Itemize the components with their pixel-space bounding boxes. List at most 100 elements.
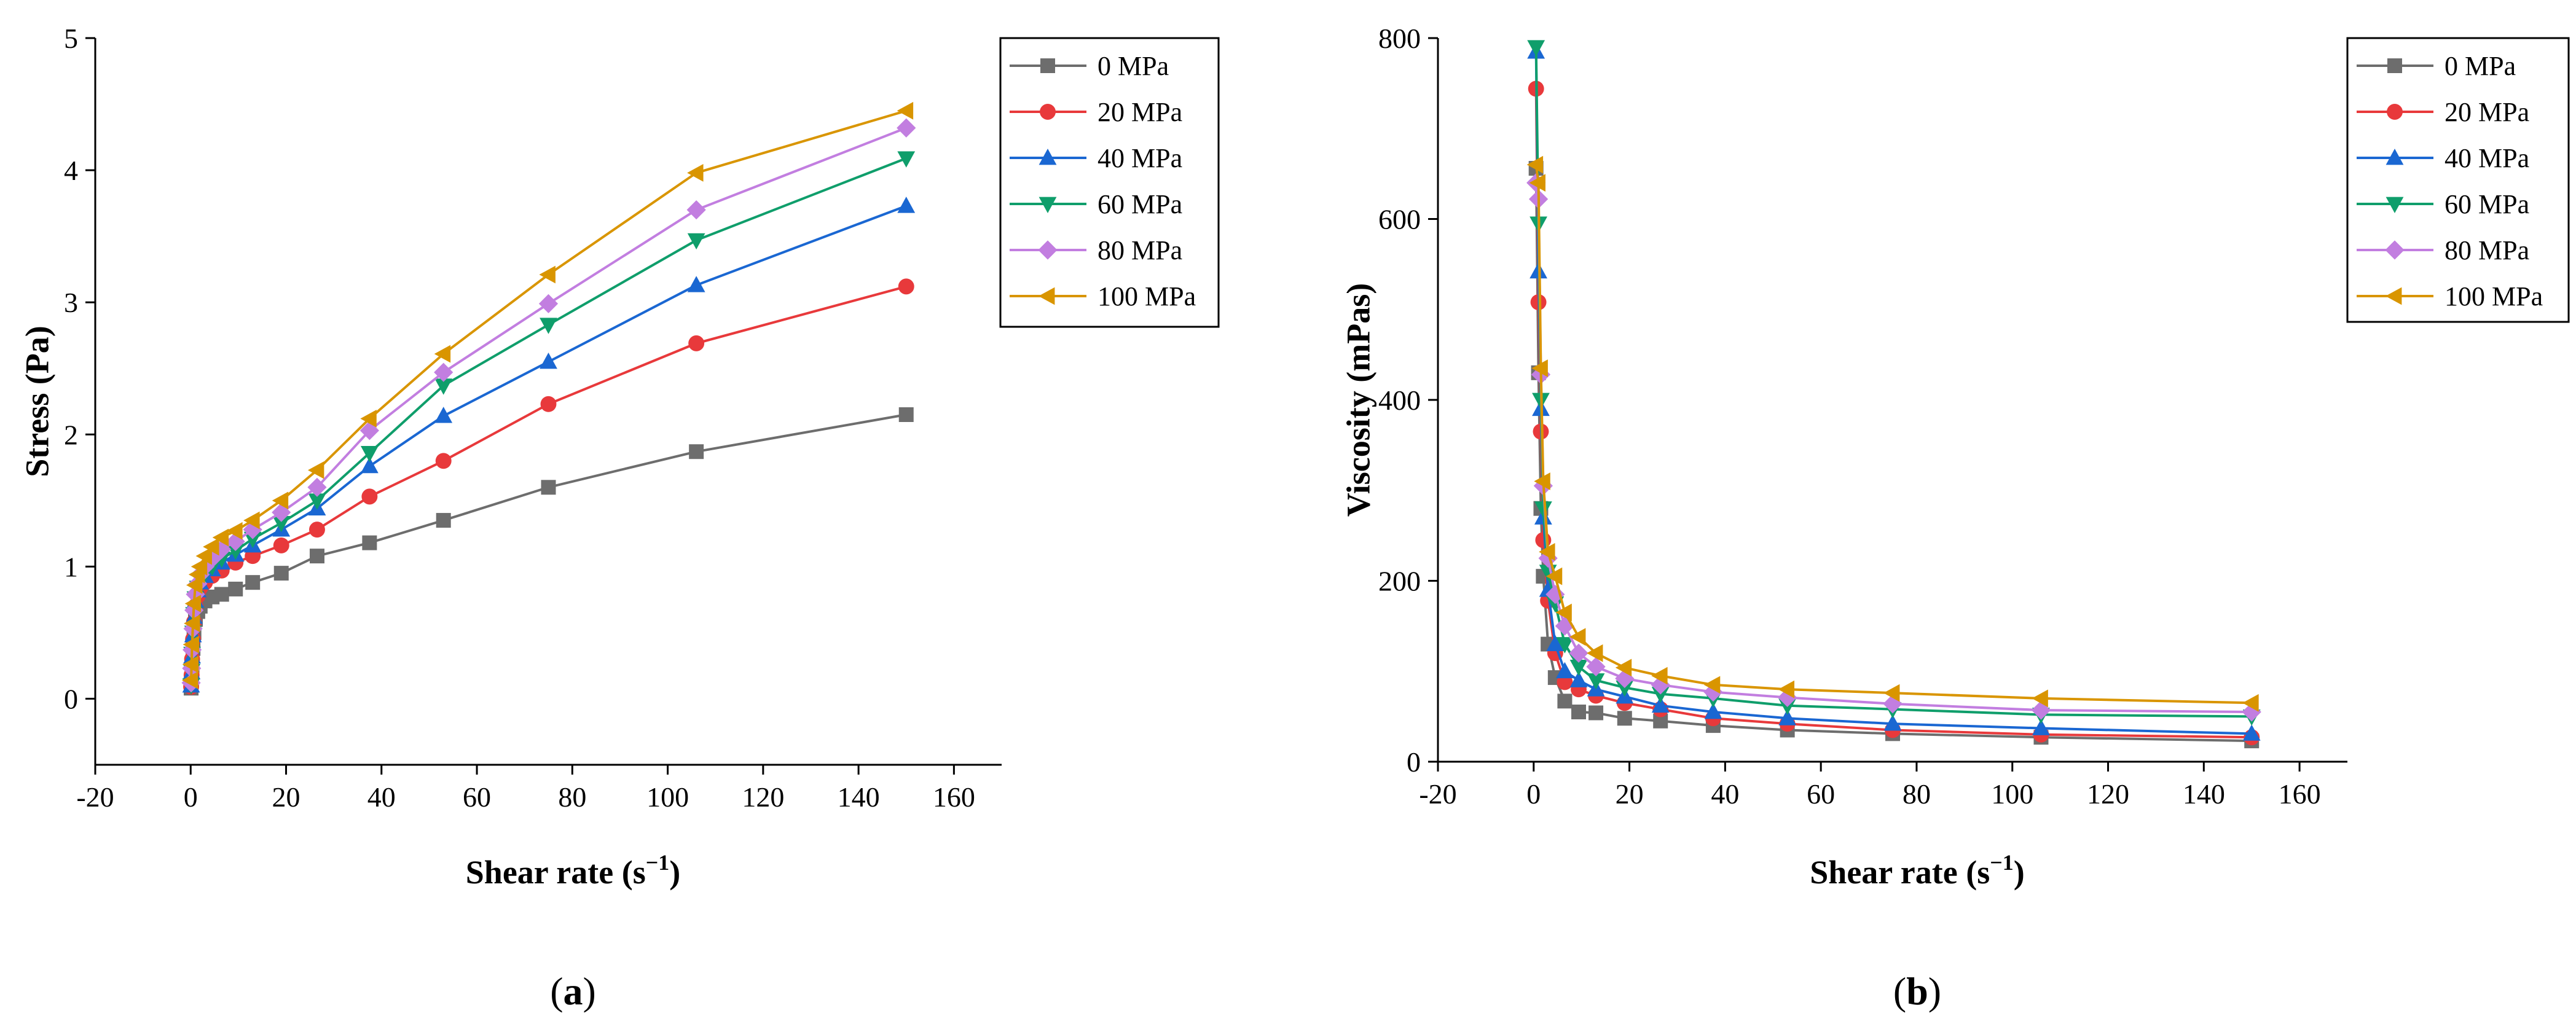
data-point (360, 410, 377, 428)
data-point (435, 453, 452, 469)
data-point (1616, 680, 1634, 697)
legend-label: 80 MPa (2444, 235, 2529, 265)
series-line (1534, 182, 2252, 713)
panel-label-open: ( (550, 969, 563, 1013)
series-80-mpa (1526, 173, 2261, 722)
x-tick-label: 40 (367, 781, 396, 813)
y-tick-label: 800 (1378, 23, 1421, 54)
data-point (1651, 696, 1670, 713)
data-point (1556, 662, 1574, 679)
data-point (309, 549, 324, 564)
data-point (434, 407, 453, 423)
data-point (436, 513, 451, 528)
series-line (1534, 47, 2252, 718)
legend-marker (2386, 197, 2404, 213)
x-tick-label: 120 (742, 781, 784, 813)
data-point (272, 502, 291, 522)
series-line (1534, 88, 2252, 739)
data-point (1526, 155, 1544, 174)
data-point (1534, 501, 1552, 518)
data-point (686, 200, 706, 220)
x-tick-label: -20 (76, 781, 114, 813)
legend-marker (2386, 149, 2404, 165)
legend-marker (1038, 240, 1058, 260)
series-line (1534, 164, 2252, 705)
panel-label-close: ) (583, 969, 596, 1013)
series-line (1534, 168, 2252, 743)
data-point (182, 671, 198, 689)
y-axis-title: Viscosity (mPas) (1340, 283, 1376, 517)
data-point (541, 480, 556, 495)
data-point (540, 352, 557, 369)
legend-marker (1040, 104, 1056, 120)
data-point (434, 378, 453, 395)
data-point (2032, 719, 2050, 735)
data-point (1651, 687, 1670, 703)
legend-entry: 100 MPa (1010, 281, 1196, 311)
data-point (687, 163, 704, 182)
data-point (1586, 657, 1606, 676)
y-tick-label: 4 (64, 155, 78, 186)
series-40-mpa (1527, 42, 2261, 741)
legend-entry: 20 MPa (2357, 97, 2529, 127)
panel-label-letter: a (564, 969, 583, 1013)
data-point (434, 345, 451, 363)
data-point (1778, 680, 1795, 698)
data-point (2242, 724, 2261, 741)
data-point (1539, 542, 1555, 561)
data-point (1569, 671, 1588, 687)
data-point (186, 576, 203, 594)
y-tick-label: 400 (1378, 385, 1421, 416)
data-point (897, 197, 916, 213)
data-point (897, 151, 916, 168)
y-tick-label: 2 (64, 419, 78, 450)
legend-entry: 60 MPa (2357, 189, 2529, 219)
legend-marker (2385, 240, 2405, 260)
data-point (539, 265, 556, 284)
data-point (1571, 705, 1587, 720)
data-point (1615, 659, 1632, 677)
data-point (183, 635, 199, 654)
panel-b-viscosity-chart: -20 0 20 40 60 80 100 120 140 1600200400600800Vis… (1340, 23, 2570, 1013)
data-point (2032, 689, 2048, 708)
x-tick-label: 20 (272, 781, 300, 813)
data-point (273, 566, 289, 581)
x-tick-label: 100 (646, 781, 689, 813)
legend-label: 60 MPa (2444, 189, 2529, 219)
series-line (1534, 52, 2252, 735)
y-tick-label: 1 (64, 551, 78, 582)
data-point (362, 535, 377, 550)
data-point (1588, 705, 1604, 721)
legend-label: 0 MPa (1098, 51, 1169, 81)
series-100-mpa (1526, 155, 2259, 712)
data-point (1569, 643, 1588, 663)
data-point (309, 522, 325, 538)
data-point (687, 276, 705, 292)
data-point (190, 557, 208, 576)
y-tick-label: 0 (64, 683, 78, 714)
y-tick-label: 0 (1407, 746, 1421, 778)
x-axis-title-unit: s (1977, 854, 1990, 891)
panel-label: (b) (1893, 969, 1941, 1013)
legend-marker (1040, 58, 1055, 73)
data-point (1883, 714, 1902, 731)
legend-label: 60 MPa (1098, 189, 1182, 219)
data-point (226, 531, 245, 552)
data-point (1534, 472, 1550, 490)
x-axis-title-close: ) (669, 854, 680, 891)
x-tick-label: -20 (1419, 778, 1456, 810)
data-point (898, 278, 914, 295)
x-tick-label: 60 (463, 781, 491, 813)
data-point (226, 522, 243, 540)
legend-label: 20 MPa (1098, 97, 1182, 127)
data-point (1569, 628, 1586, 646)
data-point (1545, 567, 1563, 585)
data-point (245, 575, 261, 590)
data-point (1529, 174, 1545, 192)
data-point (182, 655, 199, 673)
x-tick-label: 0 (184, 781, 198, 813)
x-tick-label: 140 (2183, 778, 2225, 810)
data-point (897, 101, 914, 120)
data-point (1569, 659, 1588, 676)
x-tick-label: 120 (2087, 778, 2129, 810)
